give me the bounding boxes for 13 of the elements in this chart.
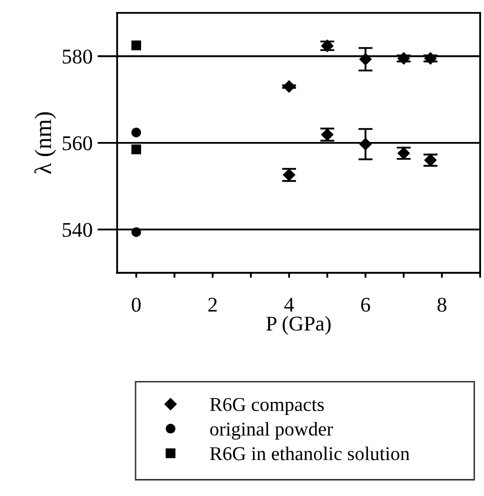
y-tick-label: 540 (62, 222, 92, 237)
x-tick-label: 4 (284, 298, 294, 312)
y-tick-label: 560 (62, 136, 92, 150)
legend-label: R6G compacts (210, 398, 324, 416)
x-tick-label: 6 (361, 298, 370, 312)
legend-label: R6G in ethanolic solution (210, 446, 410, 460)
x-tick-label: 8 (438, 298, 446, 312)
legend-label: original powder (210, 422, 333, 440)
y-axis-title: λ (nm) (34, 112, 56, 174)
x-axis-title: P (GPa) (266, 316, 331, 335)
x-tick-label: 0 (132, 298, 141, 312)
x-tick-label: 2 (208, 298, 217, 312)
y-tick-label: 580 (62, 50, 92, 64)
